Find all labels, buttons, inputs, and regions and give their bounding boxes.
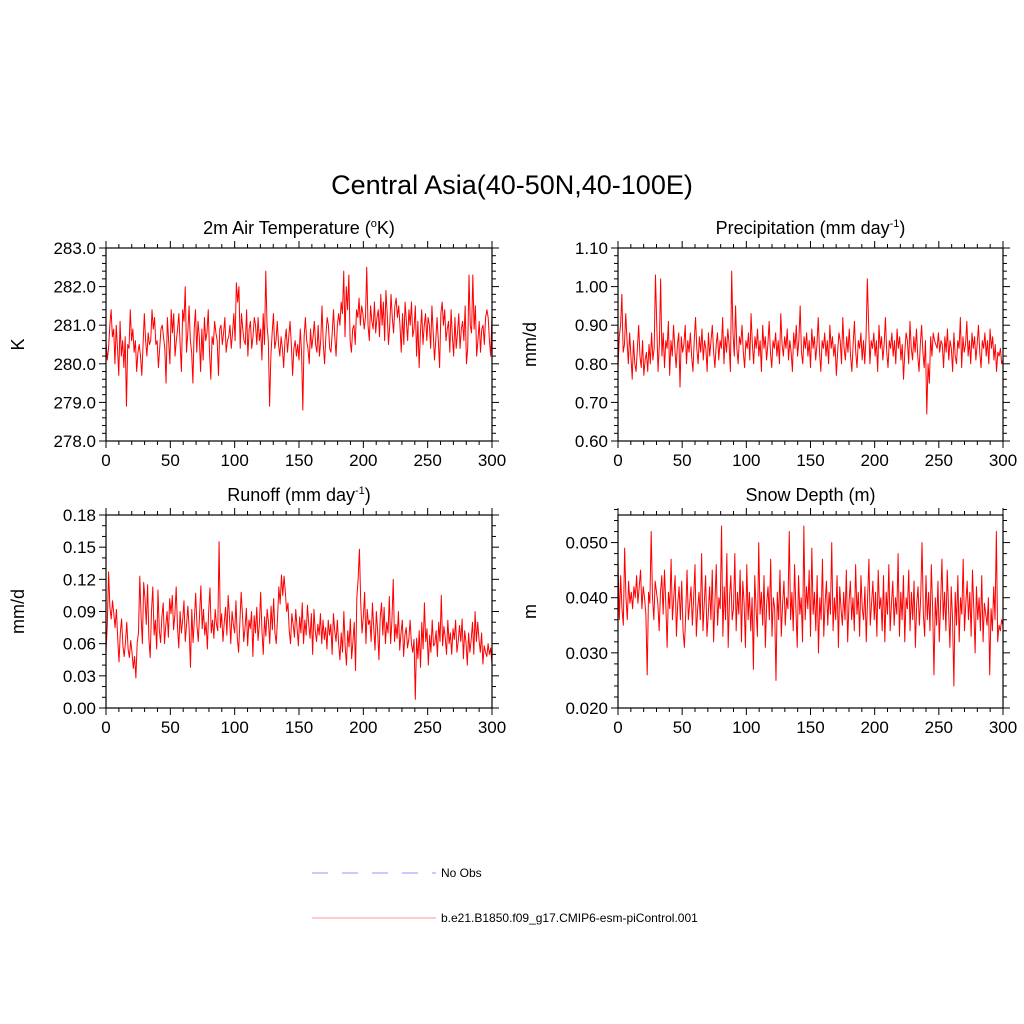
panel-title: Snow Depth (m) bbox=[745, 485, 875, 505]
y-tick-label: 0.06 bbox=[63, 635, 96, 654]
x-tick-label: 300 bbox=[989, 718, 1017, 737]
y-tick-label: 282.0 bbox=[53, 278, 96, 297]
x-tick-label: 50 bbox=[161, 451, 180, 470]
series-line bbox=[105, 266, 493, 411]
x-tick-label: 200 bbox=[349, 718, 377, 737]
x-tick-label: 200 bbox=[860, 451, 888, 470]
y-tick-label: 278.0 bbox=[53, 432, 96, 451]
x-tick-label: 50 bbox=[161, 718, 180, 737]
x-tick-label: 150 bbox=[285, 451, 313, 470]
x-tick-label: 0 bbox=[101, 718, 110, 737]
series-line bbox=[617, 525, 1004, 687]
panel-title: Precipitation (mm day-1) bbox=[716, 218, 906, 238]
x-tick-label: 200 bbox=[349, 451, 377, 470]
y-tick-label: 0.040 bbox=[565, 589, 608, 608]
x-tick-label: 300 bbox=[478, 718, 506, 737]
y-tick-label: 0.12 bbox=[63, 570, 96, 589]
y-tick-label: 0.90 bbox=[575, 316, 608, 335]
panel-runoff: 0 50 100 150 200 250 300 0.00 0.03 0.06 0.09 0.12 0.… bbox=[8, 485, 506, 737]
y-axis-label: mm/d bbox=[520, 322, 540, 367]
y-tick-label: 0.18 bbox=[63, 506, 96, 525]
legend-label-no-obs: No Obs bbox=[441, 866, 482, 880]
x-tick-label: 250 bbox=[413, 451, 441, 470]
legend-label-control-run: b.e21.B1850.f09_g17.CMIP6-esm-piControl.… bbox=[441, 911, 698, 925]
y-axis-label: K bbox=[8, 338, 28, 350]
x-tick-label: 250 bbox=[925, 718, 953, 737]
x-tick-label: 0 bbox=[613, 718, 622, 737]
panel-snow-depth: 0 50 100 150 200 250 300 0.020 0.030 0.040 0.050 Sn… bbox=[520, 485, 1017, 737]
y-tick-label: 279.0 bbox=[53, 393, 96, 412]
x-tick-label: 0 bbox=[613, 451, 622, 470]
figure-title: Central Asia(40-50N,40-100E) bbox=[331, 170, 693, 200]
series-line bbox=[105, 541, 493, 700]
x-tick-label: 0 bbox=[101, 451, 110, 470]
y-axis-label: mm/d bbox=[8, 589, 28, 634]
y-tick-label: 0.70 bbox=[575, 393, 608, 412]
y-tick-label: 0.020 bbox=[565, 699, 608, 718]
series-line bbox=[617, 270, 1004, 415]
y-tick-label: 0.030 bbox=[565, 644, 608, 663]
legend: No Obs b.e21.B1850.f09_g17.CMIP6-esm-piC… bbox=[312, 866, 698, 925]
panel-title: 2m Air Temperature (oK) bbox=[203, 218, 395, 238]
panel-air-temperature: 0 50 100 150 200 250 300 278.0 279.0 280.0 281.0 28… bbox=[8, 218, 506, 470]
y-tick-label: 0.15 bbox=[63, 538, 96, 557]
y-axis-label: m bbox=[520, 604, 540, 619]
y-tick-label: 280.0 bbox=[53, 355, 96, 374]
x-tick-label: 150 bbox=[285, 718, 313, 737]
x-tick-label: 100 bbox=[732, 451, 760, 470]
y-tick-label: 0.80 bbox=[575, 355, 608, 374]
y-tick-label: 0.60 bbox=[575, 432, 608, 451]
x-tick-label: 100 bbox=[220, 718, 248, 737]
y-tick-label: 1.10 bbox=[575, 239, 608, 258]
x-tick-label: 50 bbox=[673, 718, 692, 737]
y-tick-label: 283.0 bbox=[53, 239, 96, 258]
y-tick-label: 0.00 bbox=[63, 699, 96, 718]
y-tick-label: 0.03 bbox=[63, 667, 96, 686]
panel-title: Runoff (mm day-1) bbox=[227, 485, 371, 505]
x-tick-label: 250 bbox=[925, 451, 953, 470]
x-tick-label: 300 bbox=[989, 451, 1017, 470]
x-tick-label: 100 bbox=[220, 451, 248, 470]
x-tick-label: 150 bbox=[796, 718, 824, 737]
y-tick-label: 281.0 bbox=[53, 316, 96, 335]
panel-precipitation: 0 50 100 150 200 250 300 0.60 0.70 0.80 0.90 1.00 1.… bbox=[520, 218, 1017, 470]
x-tick-label: 150 bbox=[796, 451, 824, 470]
x-tick-label: 200 bbox=[860, 718, 888, 737]
y-tick-label: 0.09 bbox=[63, 603, 96, 622]
x-tick-label: 250 bbox=[413, 718, 441, 737]
x-tick-label: 50 bbox=[673, 451, 692, 470]
x-tick-label: 100 bbox=[732, 718, 760, 737]
y-tick-label: 1.00 bbox=[575, 278, 608, 297]
y-tick-label: 0.050 bbox=[565, 534, 608, 553]
x-tick-label: 300 bbox=[478, 451, 506, 470]
